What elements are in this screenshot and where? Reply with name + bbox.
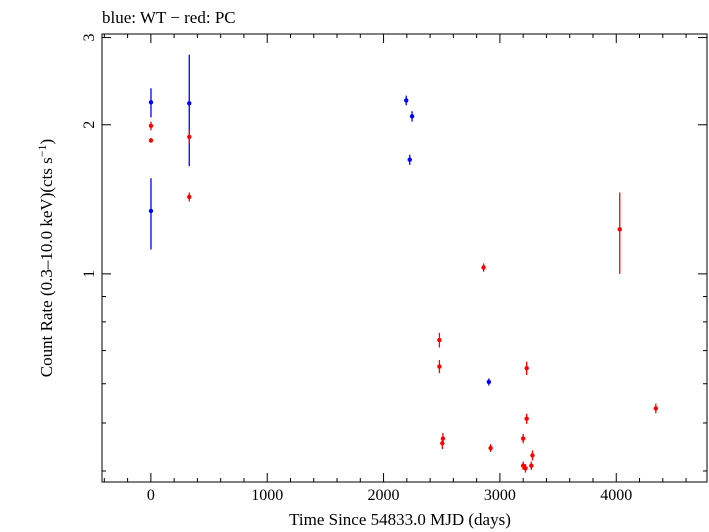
data-point	[523, 466, 528, 471]
data-point	[481, 265, 486, 270]
series-wt	[148, 54, 492, 386]
plot-frame	[101, 33, 708, 483]
y-tick-label: 1	[81, 270, 98, 278]
data-point	[187, 101, 192, 106]
data-point	[440, 441, 445, 446]
x-tick-label: 3000	[484, 487, 516, 504]
data-point	[524, 365, 529, 371]
data-point	[437, 364, 442, 369]
series-pc	[148, 121, 659, 473]
data-point	[520, 436, 526, 441]
data-point	[148, 100, 154, 105]
data-point	[187, 194, 192, 200]
data-point	[437, 337, 442, 343]
data-point	[148, 138, 154, 143]
y-axis-label-exponent: −1	[35, 144, 49, 157]
data-point	[148, 208, 154, 214]
y-axis-label: Count Rate (0.3–10.0 keV)(cts s−1)	[35, 139, 56, 377]
data-point	[524, 416, 529, 421]
data-point	[407, 157, 412, 162]
x-axis-label: Time Since 54833.0 MJD (days)	[289, 510, 511, 529]
y-tick-label: 2	[81, 121, 98, 129]
chart-title: blue: WT − red: PC	[102, 8, 236, 27]
data-point	[617, 227, 622, 232]
y-tick-label: 3	[81, 34, 98, 42]
y-axis-label-close: )	[37, 139, 56, 145]
data-point	[653, 406, 659, 411]
x-tick-label: 2000	[368, 487, 400, 504]
axes-group: 0 1000 2000 3000 4000 1 2 3	[81, 33, 708, 504]
data-marks	[148, 54, 659, 473]
data-point	[529, 463, 534, 468]
x-tick-label: 0	[147, 487, 155, 504]
data-point	[488, 445, 493, 451]
data-point	[486, 379, 492, 385]
y-axis-label-main: Count Rate (0.3–10.0 keV)(cts s	[37, 157, 56, 377]
x-tick-label: 1000	[251, 487, 283, 504]
x-tick-label: 4000	[600, 487, 632, 504]
data-point	[409, 114, 415, 119]
data-point	[404, 98, 409, 103]
data-point	[530, 453, 535, 458]
data-point	[187, 134, 192, 140]
data-point	[148, 123, 154, 129]
